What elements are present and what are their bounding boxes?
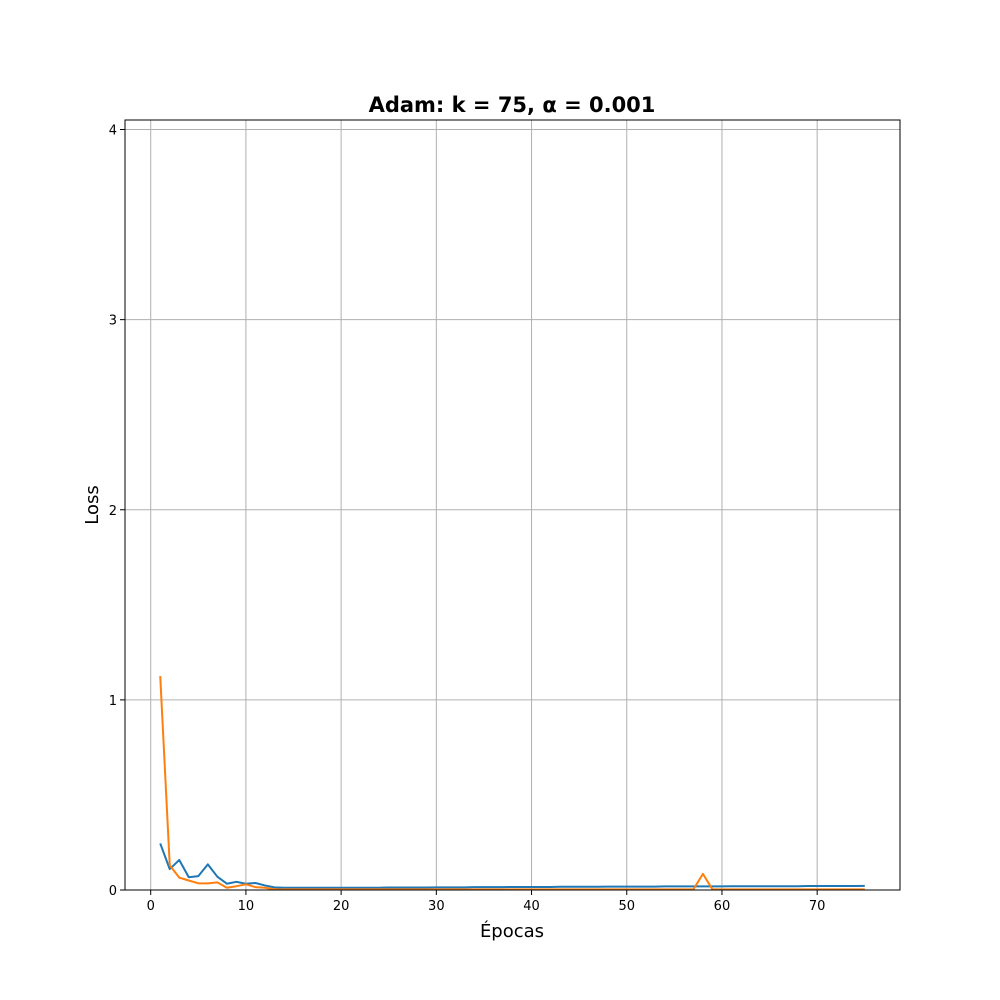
x-tick-label: 70 bbox=[809, 899, 826, 914]
x-tick-label: 50 bbox=[618, 899, 635, 914]
x-tick-label: 30 bbox=[428, 899, 445, 914]
chart-title: Adam: k = 75, α = 0.001 bbox=[369, 93, 656, 117]
series-line-1 bbox=[159, 843, 865, 889]
series-line-2 bbox=[159, 676, 865, 891]
x-tick-label: 20 bbox=[333, 899, 350, 914]
y-axis-label: Loss bbox=[82, 485, 103, 524]
series-lines bbox=[159, 676, 865, 891]
y-tick-label: 3 bbox=[109, 314, 117, 329]
y-tick-label: 0 bbox=[109, 884, 117, 899]
y-tick-label: 4 bbox=[109, 124, 117, 139]
grid bbox=[125, 120, 900, 891]
y-tick-label: 2 bbox=[109, 504, 117, 519]
y-tick-label: 1 bbox=[109, 694, 117, 709]
x-axis-label: Épocas bbox=[480, 920, 544, 942]
x-tick-label: 0 bbox=[147, 899, 155, 914]
axis-ticks: 0 10 20 30 40 50 60 70 0 1 2 3 4 bbox=[109, 124, 826, 914]
x-tick-label: 10 bbox=[238, 899, 255, 914]
plot-frame bbox=[124, 119, 901, 891]
x-tick-label: 40 bbox=[523, 899, 540, 914]
x-tick-label: 60 bbox=[714, 899, 731, 914]
